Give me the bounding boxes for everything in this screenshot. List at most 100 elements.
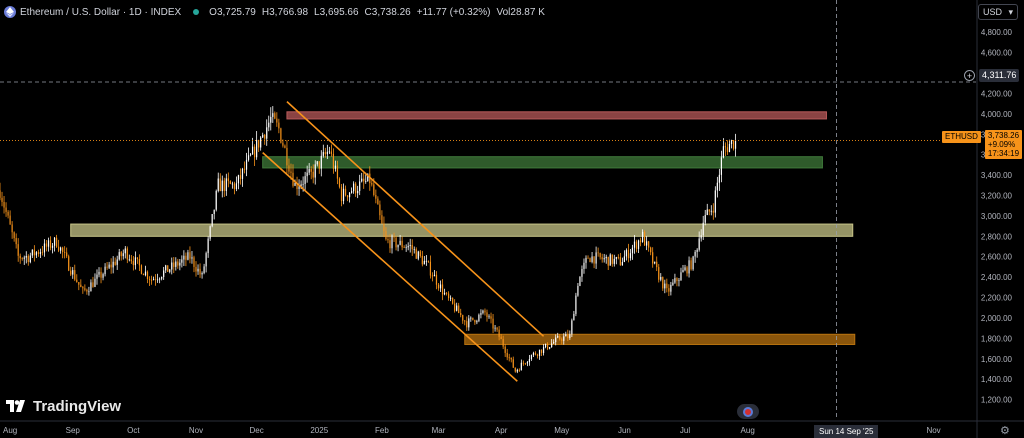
candle-body xyxy=(431,275,434,277)
candle-body xyxy=(385,231,387,240)
x-tick-label: Aug xyxy=(3,426,17,435)
candle-body xyxy=(1,197,3,202)
candle-body xyxy=(704,215,706,223)
candle-body xyxy=(144,271,147,276)
candle-body xyxy=(324,152,326,155)
candle-body xyxy=(678,280,680,282)
candle-body xyxy=(381,215,383,224)
candle-body xyxy=(549,347,551,349)
us-flag-event-icon[interactable] xyxy=(737,404,759,419)
settings-gear-icon[interactable]: ⚙ xyxy=(1000,425,1010,437)
candle-body xyxy=(492,318,494,329)
candle-body xyxy=(308,169,310,173)
candle-body xyxy=(150,279,153,281)
candle-body xyxy=(272,113,274,117)
candle-body xyxy=(197,268,199,272)
candle-body xyxy=(304,176,306,184)
candle-body xyxy=(11,224,13,233)
candle-body xyxy=(540,349,543,353)
candle-body xyxy=(450,297,452,299)
close-value: 3,738.26 xyxy=(371,6,411,18)
candle-body xyxy=(57,246,60,251)
candle-body xyxy=(613,258,615,264)
candle-body xyxy=(714,190,716,213)
candle-body xyxy=(601,257,603,260)
alert-price-tag[interactable]: + 4,311.76 xyxy=(964,69,1020,82)
y-tick-label: 2,200.00 xyxy=(981,294,1013,303)
candle-body xyxy=(195,266,197,272)
candle-body xyxy=(585,257,587,263)
candle-body xyxy=(108,264,110,268)
candle-body xyxy=(423,260,425,265)
candle-body xyxy=(460,313,462,316)
candle-body xyxy=(211,213,213,227)
candle-body xyxy=(389,240,391,249)
candle-body xyxy=(522,362,524,364)
candle-body xyxy=(264,134,266,139)
candle-body xyxy=(100,271,102,278)
plus-circle-icon[interactable]: + xyxy=(964,70,975,81)
candle-body xyxy=(494,327,496,329)
x-tick-label: Nov xyxy=(189,426,203,435)
candle-body xyxy=(367,173,369,181)
y-tick-label: 1,800.00 xyxy=(981,334,1013,343)
symbol-header[interactable]: Ethereum / U.S. Dollar · 1D · INDEX O3,7… xyxy=(4,4,545,20)
currency-button[interactable]: USD ▾ xyxy=(978,4,1018,20)
candle-body xyxy=(98,271,100,275)
candle-body xyxy=(407,246,409,248)
candle-body xyxy=(60,247,62,251)
candle-body xyxy=(280,128,282,143)
candle-body xyxy=(142,273,145,276)
candle-body xyxy=(243,168,246,170)
candle-body xyxy=(692,256,694,270)
candle-body xyxy=(504,346,506,353)
candle-body xyxy=(433,274,436,277)
candle-body xyxy=(480,313,482,315)
candle-body xyxy=(181,259,183,263)
candle-body xyxy=(205,253,207,267)
candle-body xyxy=(72,270,74,275)
candle-body xyxy=(64,252,66,253)
candle-body xyxy=(607,256,609,266)
candle-body xyxy=(660,277,662,280)
candle-body xyxy=(623,256,626,262)
candle-body xyxy=(605,256,607,259)
candle-body xyxy=(718,174,720,183)
candle-body xyxy=(577,285,579,296)
candle-body xyxy=(322,152,324,156)
candle-body xyxy=(361,178,363,182)
candle-body xyxy=(318,161,320,169)
candle-body xyxy=(223,180,225,191)
candle-body xyxy=(496,327,498,330)
candle-body xyxy=(690,260,692,270)
candle-body xyxy=(403,247,405,249)
candle-body xyxy=(225,178,227,191)
candle-body xyxy=(486,312,488,318)
change-value: +11.77 (+0.32%) xyxy=(416,6,491,18)
candle-body xyxy=(102,274,104,278)
candle-body xyxy=(712,210,714,213)
candle-body xyxy=(365,180,367,182)
candle-body xyxy=(15,238,17,245)
candle-body xyxy=(167,265,169,272)
candle-body xyxy=(641,231,644,242)
candle-body xyxy=(512,359,514,368)
candle-body xyxy=(409,244,411,247)
candle-body xyxy=(635,241,638,249)
symbol-title[interactable]: Ethereum / U.S. Dollar · 1D · INDEX xyxy=(20,6,182,18)
candle-body xyxy=(528,359,531,363)
candle-body xyxy=(466,321,468,328)
candle-body xyxy=(603,258,605,260)
tradingview-logo[interactable]: TradingView xyxy=(6,398,121,415)
candle-body xyxy=(646,241,648,246)
candle-body xyxy=(569,334,571,339)
candle-body xyxy=(542,347,545,353)
x-tick-label: Jul xyxy=(680,426,690,435)
candle-body xyxy=(3,201,5,208)
candle-body xyxy=(86,289,88,292)
candle-body xyxy=(654,261,656,264)
candle-body xyxy=(0,190,1,198)
candle-body xyxy=(668,288,670,292)
candle-body xyxy=(316,161,318,165)
